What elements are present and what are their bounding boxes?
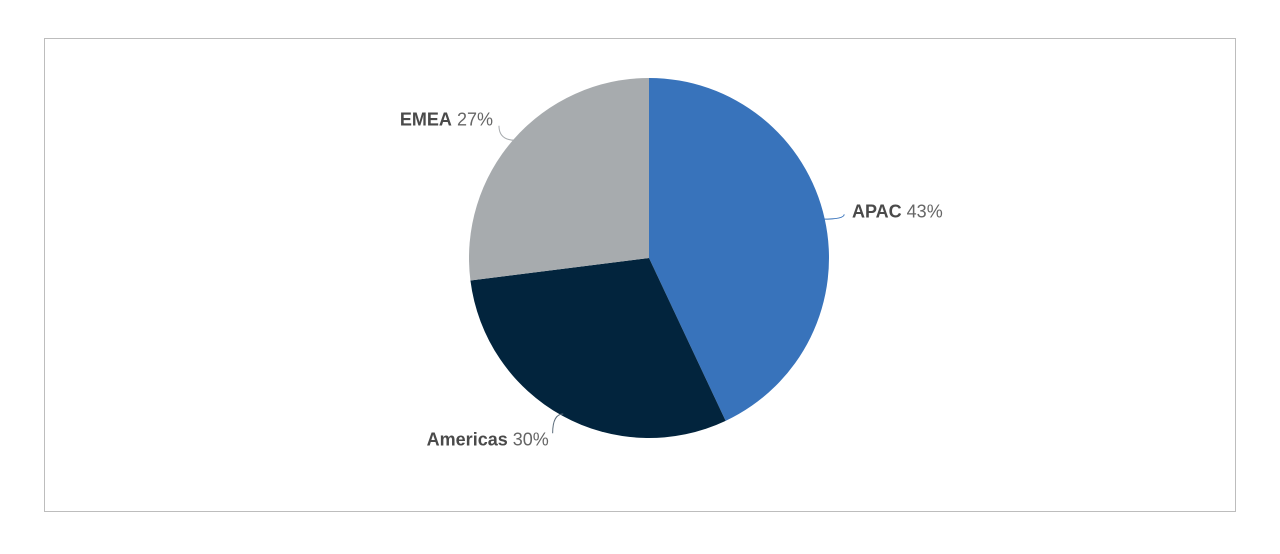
pie-slice [468, 78, 649, 281]
slice-label: Americas 30% [427, 429, 549, 449]
slice-label: EMEA 27% [400, 109, 493, 129]
value-label: 27% [457, 109, 493, 129]
leader-line [822, 214, 845, 220]
slice-label: APAC 43% [852, 201, 943, 221]
value-label: 43% [907, 201, 943, 221]
category-name: EMEA [400, 109, 452, 129]
category-name: Americas [427, 429, 508, 449]
pie-slice [470, 258, 726, 438]
pie-slice [649, 78, 829, 421]
leader-line [552, 413, 564, 434]
leader-line [498, 125, 516, 141]
value-label: 30% [513, 429, 549, 449]
category-name: APAC [852, 201, 902, 221]
